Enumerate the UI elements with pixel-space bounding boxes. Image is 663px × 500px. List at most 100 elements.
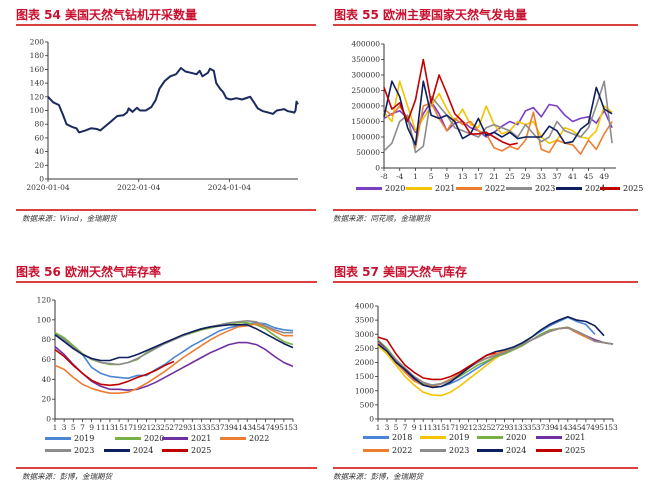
x-tick-label: 29 [178,423,188,432]
legend-item: 2025 [162,446,211,455]
x-tick-label: 45 [584,172,594,181]
x-tick-label: 9 [412,423,417,432]
y-tick-label: 180 [30,51,45,60]
x-tick-label: 7 [80,423,85,432]
x-tick-label: 53 [608,423,618,432]
y-tick-label: 60 [34,133,44,142]
series-line-2022 [377,326,614,388]
x-tick-label: 43 [563,423,573,432]
x-tick-label: 2022-01-04 [117,183,160,192]
y-tick-label: 120 [37,296,52,305]
legend-swatch [456,187,482,190]
legend-item: 2024 [477,446,526,455]
chart-56-title: 图表 56 欧洲天然气库存率 [16,265,162,279]
y-tick-label: 0 [39,175,44,184]
series-line-2019 [54,321,294,380]
legend-item: 2020 [356,184,405,193]
legend-label: 2022 [249,434,270,443]
legend-item: 2022 [220,434,269,443]
x-tick-label: 11 [418,423,428,432]
legend-item: 2023 [420,446,469,455]
series-line-2024 [377,315,605,389]
legend-label: 2021 [565,433,586,442]
x-tick-label: 1 [53,423,58,432]
legend-swatch [356,187,382,190]
legend-label: 2020 [144,434,165,443]
legend-swatch [220,437,246,440]
series-line-2021 [54,341,294,392]
x-tick-label: 9 [89,423,94,432]
legend-swatch [506,187,532,190]
y-tick-label: 80 [34,120,44,129]
legend-item: 2019 [420,433,469,442]
series-line-2022 [383,102,613,155]
legend-label: 2025 [565,446,586,455]
y-tick-label: 0 [369,415,374,424]
legend-swatch [420,449,446,452]
y-tick-label: 40 [34,147,44,156]
legend-swatch [162,449,188,452]
legend-item: 2021 [406,184,455,193]
legend-label: 2024 [133,446,154,455]
x-tick-label: 33 [197,423,207,432]
y-tick-label: 100 [30,106,45,115]
x-tick-label: 17 [446,423,456,432]
x-tick-label: 41 [568,172,578,181]
x-tick-label: 41 [233,423,243,432]
chart-56-source: 数据来源：彭博，金瑞期货 [22,472,112,481]
series-line-2022 [54,322,293,395]
legend-swatch [363,449,389,452]
x-tick-label: 21 [142,423,152,432]
legend-label: 2020 [385,184,406,193]
chart-55-title: 图表 55 欧洲主要国家天然气发电量 [334,8,528,22]
x-tick-label: 37 [215,423,225,432]
x-tick-label: 31 [509,423,519,432]
chart-54-source: 数据来源：Wind，金瑞期货 [22,214,117,223]
y-tick-label: 60 [41,355,51,364]
x-tick-label: 2020-01-04 [26,183,69,192]
legend-item: 2024 [104,446,153,455]
legend-label: 2023 [74,446,95,455]
legend-label: 2024 [506,446,527,455]
legend-label: 2023 [449,446,470,455]
x-tick-label: 19 [133,423,143,432]
y-tick-label: 120 [30,92,45,101]
x-tick-label: 7 [403,423,408,432]
x-tick-label: 37 [552,172,562,181]
x-tick-label: 15 [114,423,124,432]
x-tick-label: 45 [252,423,262,432]
series-line-2019 [377,326,614,397]
y-tick-label: 20 [34,161,44,170]
y-tick-label: 100 [37,315,52,324]
legend-item: 2023 [45,446,94,455]
title-rule [16,281,317,283]
legend-swatch [363,436,389,439]
legend-swatch [115,437,141,440]
legend-item: 2024 [556,184,605,193]
legend-label: 2025 [191,446,212,455]
legend-swatch [600,187,620,190]
x-tick-label: 53 [288,423,298,432]
title-rule [16,24,316,26]
x-tick-label: 11 [96,423,106,432]
chart-55-source: 数据来源：同花顺，金瑞期货 [333,214,431,223]
y-tick-label: 80 [41,335,51,344]
legend-label: 2021 [435,184,456,193]
x-tick-label: 47 [261,423,271,432]
legend-label: 2024 [585,184,606,193]
series-line-2023 [383,80,613,154]
y-tick-label: 140 [30,79,45,88]
legend-item: 2020 [477,433,526,442]
series-line [47,67,299,134]
legend-label: 2019 [74,434,95,443]
x-tick-label: 47 [581,423,591,432]
legend-item: 2021 [536,433,585,442]
x-tick-label: 25 [505,172,515,181]
y-tick-label: 3500 [355,316,374,325]
series-line-2023 [377,326,614,386]
x-tick-label: 51 [599,423,609,432]
legend-item: 2018 [363,433,412,442]
y-tick-label: 40 [41,375,51,384]
chart-57-source: 数据来源：彭博，金瑞期货 [333,472,423,481]
source-rule [16,467,317,469]
